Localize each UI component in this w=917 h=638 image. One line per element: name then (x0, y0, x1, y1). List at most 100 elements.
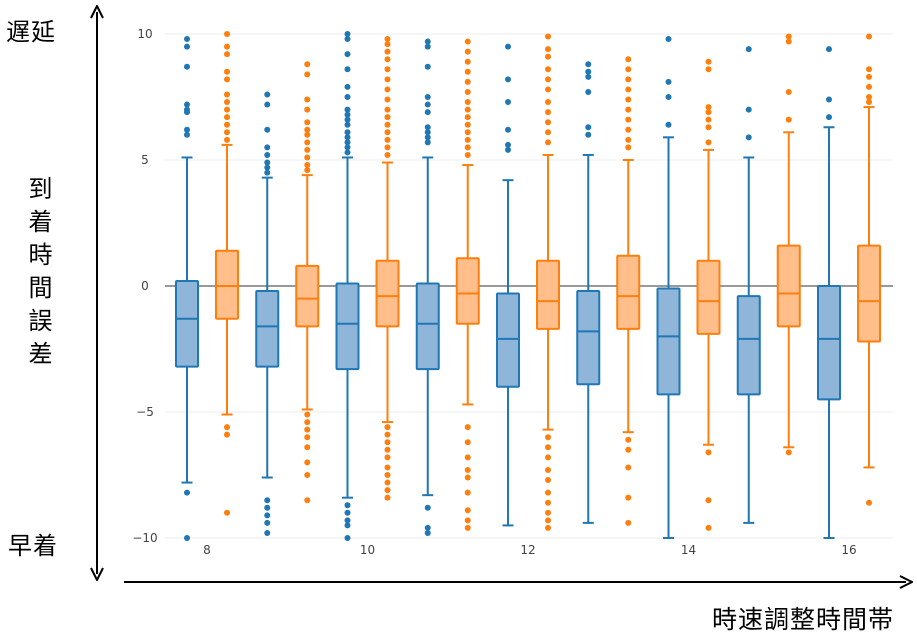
outlier-point (625, 144, 632, 151)
outlier-point (184, 126, 190, 133)
outlier-point (545, 509, 551, 516)
outlier-point (424, 129, 431, 136)
outlier-point (625, 136, 632, 143)
outlier-point (464, 507, 471, 514)
box (576, 61, 601, 524)
outlier-point (264, 512, 271, 519)
series-1 (175, 31, 841, 541)
outlier-point (464, 88, 471, 95)
outlier-point (464, 129, 471, 136)
outlier-point (464, 489, 471, 496)
outlier-point (384, 41, 391, 48)
box-iqr (776, 244, 801, 328)
outlier-point (384, 114, 391, 121)
outlier-point (344, 116, 351, 123)
outlier-point (785, 88, 792, 95)
outlier-point (264, 159, 271, 166)
outlier-point (264, 169, 271, 176)
outlier-point (705, 139, 712, 146)
outlier-point (304, 131, 311, 138)
outlier-point (184, 131, 190, 138)
outlier-point (785, 449, 792, 456)
outlier-point (545, 129, 551, 136)
box (455, 38, 480, 531)
outlier-point (264, 151, 271, 158)
outlier-point (424, 43, 431, 50)
outlier-point (344, 51, 351, 58)
late-label: 遅延 (6, 18, 56, 46)
outlier-point (464, 454, 471, 461)
outlier-point (625, 494, 632, 501)
outlier-point (464, 48, 471, 55)
outlier-point (424, 94, 431, 100)
box (656, 36, 681, 539)
outlier-point (344, 94, 351, 100)
outlier-point (705, 524, 712, 531)
outlier-point (464, 474, 471, 481)
outlier-point (464, 136, 471, 143)
outlier-point (304, 146, 311, 153)
box (215, 31, 239, 516)
outlier-point (224, 68, 230, 75)
outlier-point (304, 119, 311, 126)
outlier-point (344, 535, 351, 541)
outlier-point (384, 424, 391, 431)
outlier-point (545, 99, 551, 106)
outlier-point (545, 524, 551, 531)
outlier-point (224, 76, 230, 83)
outlier-point (625, 519, 632, 526)
outlier-point (866, 73, 872, 80)
outlier-point (224, 43, 230, 50)
box-iqr (295, 264, 320, 328)
outlier-point (224, 121, 230, 128)
outlier-point (625, 116, 632, 123)
outlier-point (224, 129, 230, 136)
box (295, 61, 320, 504)
outlier-point (866, 83, 872, 90)
x-tick-label: 14 (681, 543, 696, 557)
outlier-point (304, 419, 311, 426)
outlier-point (545, 119, 551, 126)
outlier-point (625, 86, 632, 93)
outlier-point (785, 38, 792, 45)
outlier-point (304, 497, 311, 504)
outlier-point (344, 36, 351, 43)
outlier-point (304, 426, 311, 433)
outlier-point (224, 91, 230, 98)
outlier-point (264, 91, 271, 98)
outlier-point (224, 106, 230, 113)
outlier-point (344, 139, 351, 146)
y-axis-label: 到着時間誤差 (24, 176, 52, 374)
box-iqr (415, 282, 440, 371)
box (175, 36, 199, 541)
outlier-point (344, 106, 351, 113)
y-tick-label: 10 (137, 27, 152, 41)
outlier-point (545, 434, 551, 441)
outlier-point (424, 63, 431, 70)
box (335, 31, 360, 541)
outlier-point (625, 464, 632, 471)
outlier-point (424, 109, 431, 116)
outlier-point (826, 114, 832, 121)
outlier-point (424, 529, 431, 536)
outlier-point (304, 139, 311, 146)
outlier-point (866, 499, 872, 506)
x-tick-label: 16 (841, 543, 856, 557)
box (817, 46, 841, 539)
grid-lines (165, 33, 893, 539)
outlier-point (224, 51, 230, 58)
outlier-point (625, 126, 632, 133)
outlier-point (184, 43, 190, 50)
outlier-point (866, 66, 872, 73)
outlier-point (224, 424, 230, 431)
outlier-point (344, 121, 351, 128)
outlier-point (665, 78, 672, 85)
outlier-point (384, 464, 391, 471)
outlier-point (264, 519, 271, 526)
outlier-point (224, 114, 230, 121)
outlier-point (464, 68, 471, 75)
outlier-point (464, 151, 471, 158)
box (616, 56, 641, 526)
outlier-point (384, 472, 391, 478)
